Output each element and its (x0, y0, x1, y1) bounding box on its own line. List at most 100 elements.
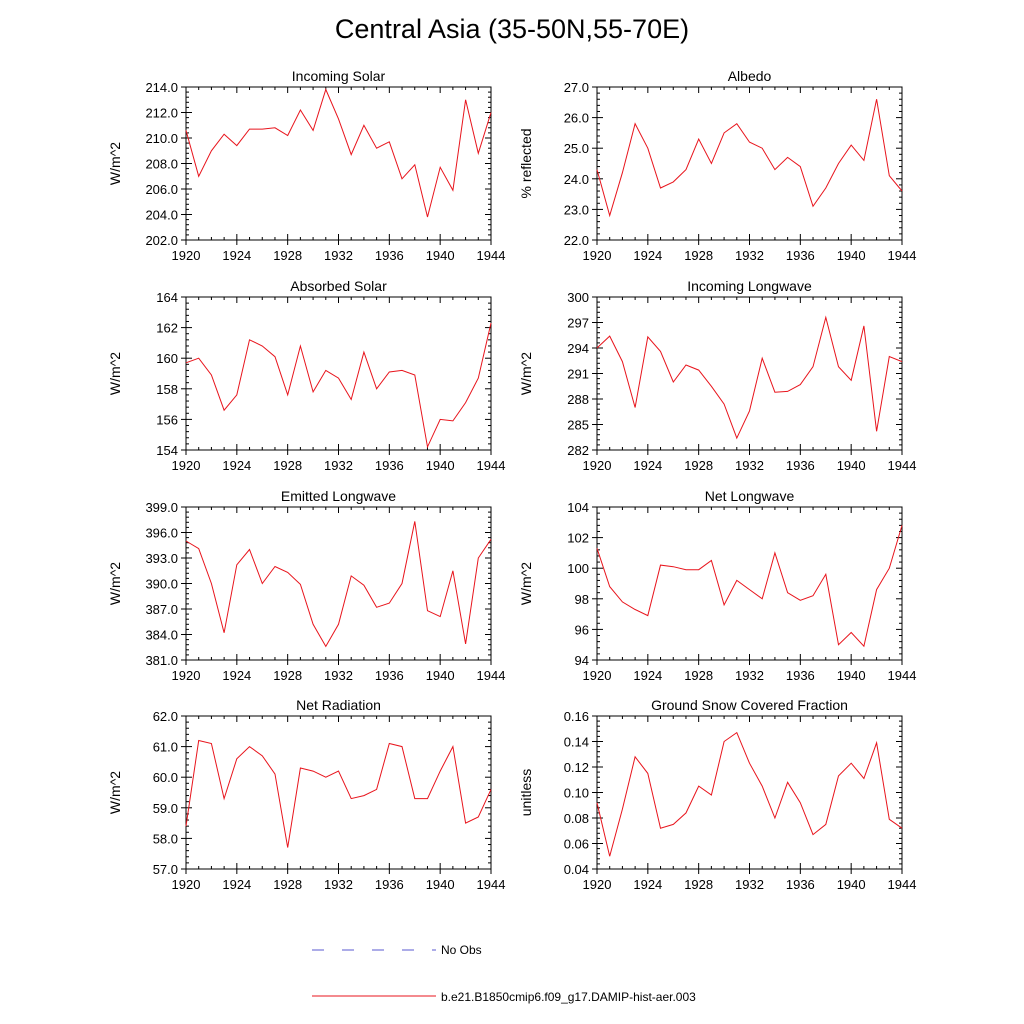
legend-obs-label: No Obs (441, 943, 482, 957)
panel-4-ytick-label: 291 (567, 367, 589, 382)
panel-7-series-line (185, 739, 492, 848)
panel-4-ytick-label: 288 (567, 392, 589, 407)
panel-5-xtick-label: 1940 (426, 668, 455, 683)
panel-4-xtick-label: 1924 (633, 458, 662, 473)
panel-1-xtick-label: 1932 (324, 248, 353, 263)
panel-7-xtick-label: 1932 (324, 877, 353, 892)
panel-4-ytick-label: 282 (567, 443, 589, 458)
panel-7-xtick-label: 1924 (222, 877, 251, 892)
panel-5-xtick-label: 1932 (324, 668, 353, 683)
panel-1-xtick-label: 1924 (222, 248, 251, 263)
panel-3-xtick-label: 1944 (477, 458, 506, 473)
panel-5-ytick-label: 393.0 (145, 551, 178, 566)
panel-4-xtick-label: 1944 (888, 458, 917, 473)
panel-8-xtick-label: 1936 (786, 877, 815, 892)
panel-3-ytick-label: 158 (156, 382, 178, 397)
panel-2-xtick-label: 1944 (888, 248, 917, 263)
panel-2-xtick-label: 1936 (786, 248, 815, 263)
panel-1-ytick-label: 202.0 (145, 233, 178, 248)
panel-6-xtick-label: 1936 (786, 668, 815, 683)
panel-4-ylabel: W/m^2 (518, 352, 534, 395)
panel-6-xtick-label: 1932 (735, 668, 764, 683)
panel-1-frame (185, 86, 492, 241)
panel-7-xtick-label: 1940 (426, 877, 455, 892)
panel-1-xtick-label: 1936 (375, 248, 404, 263)
panel-8-xtick-label: 1940 (837, 877, 866, 892)
panel-6-ytick-label: 94 (575, 653, 589, 668)
panel-6-title: Net Longwave (705, 488, 795, 504)
panel-5-xtick-label: 1924 (222, 668, 251, 683)
legend-model-label: b.e21.B1850cmip6.f09_g17.DAMIP-hist-aer.… (441, 990, 696, 1004)
panel-2-ytick-label: 22.0 (564, 233, 589, 248)
panel-2-series-line (596, 99, 903, 218)
panel-6-ytick-label: 96 (575, 622, 589, 637)
panel-4-xtick-label: 1928 (684, 458, 713, 473)
panel-3-xtick-label: 1924 (222, 458, 251, 473)
panel-7-frame (185, 715, 492, 870)
panel-1-ytick-label: 210.0 (145, 131, 178, 146)
panel-3-xtick-label: 1936 (375, 458, 404, 473)
panel-7-ylabel: W/m^2 (107, 771, 123, 814)
panel-4-ytick-label: 294 (567, 341, 589, 356)
panel-2-title: Albedo (728, 68, 772, 84)
panel-2-ytick-label: 25.0 (564, 141, 589, 156)
panel-1-ylabel: W/m^2 (107, 142, 123, 185)
panel-7-ytick-label: 62.0 (153, 709, 178, 724)
panel-5-ytick-label: 381.0 (145, 653, 178, 668)
panel-4-ytick-label: 285 (567, 418, 589, 433)
panel-5-ylabel: W/m^2 (107, 562, 123, 605)
panel-1-ytick-label: 204.0 (145, 208, 178, 223)
panel-7-title: Net Radiation (296, 697, 381, 713)
panel-5-ytick-label: 390.0 (145, 577, 178, 592)
panel-5-xtick-label: 1944 (477, 668, 506, 683)
panel-3-ytick-label: 162 (156, 321, 178, 336)
panel-1-xtick-label: 1944 (477, 248, 506, 263)
panel-6-ytick-label: 104 (567, 500, 589, 515)
panel-6-ytick-label: 100 (567, 561, 589, 576)
panel-5-title: Emitted Longwave (281, 488, 396, 504)
panel-6-ylabel: W/m^2 (518, 562, 534, 605)
panel-6-ytick-label: 102 (567, 531, 589, 546)
panel-8-frame (596, 715, 903, 870)
panel-1-ytick-label: 206.0 (145, 182, 178, 197)
panel-2-ytick-label: 26.0 (564, 111, 589, 126)
panel-7-ytick-label: 57.0 (153, 862, 178, 877)
panel-8-series-line (596, 731, 903, 857)
panel-2-ytick-label: 23.0 (564, 202, 589, 217)
panel-5-ytick-label: 384.0 (145, 628, 178, 643)
panel-8-ytick-label: 0.06 (564, 837, 589, 852)
panel-4-ytick-label: 300 (567, 290, 589, 305)
panel-1-title: Incoming Solar (292, 68, 386, 84)
panel-7-ytick-label: 59.0 (153, 801, 178, 816)
panel-2-frame (596, 86, 903, 241)
panel-5-xtick-label: 1936 (375, 668, 404, 683)
panel-3-xtick-label: 1920 (172, 458, 201, 473)
panel-4-title: Incoming Longwave (687, 278, 812, 294)
panel-7-xtick-label: 1944 (477, 877, 506, 892)
panel-3-xtick-label: 1928 (273, 458, 302, 473)
panel-7-ytick-label: 60.0 (153, 770, 178, 785)
panel-8-ytick-label: 0.12 (564, 760, 589, 775)
panel-3-xtick-label: 1932 (324, 458, 353, 473)
panel-2-xtick-label: 1932 (735, 248, 764, 263)
panel-3-ytick-label: 164 (156, 290, 178, 305)
panel-1-series-line (185, 88, 492, 218)
panel-7-xtick-label: 1936 (375, 877, 404, 892)
panel-1-xtick-label: 1940 (426, 248, 455, 263)
panel-6-xtick-label: 1920 (583, 668, 612, 683)
panel-8-ytick-label: 0.04 (564, 862, 589, 877)
panel-6-xtick-label: 1928 (684, 668, 713, 683)
panel-6-xtick-label: 1924 (633, 668, 662, 683)
panel-6-xtick-label: 1944 (888, 668, 917, 683)
panel-1-ytick-label: 214.0 (145, 80, 178, 95)
panel-3-ytick-label: 154 (156, 443, 178, 458)
panel-1-ytick-label: 208.0 (145, 157, 178, 172)
panel-2-xtick-label: 1920 (583, 248, 612, 263)
panel-8-ytick-label: 0.14 (564, 735, 589, 750)
panel-2-ytick-label: 24.0 (564, 172, 589, 187)
panel-4-xtick-label: 1940 (837, 458, 866, 473)
panel-8-ylabel: unitless (518, 769, 534, 816)
panel-7-ytick-label: 61.0 (153, 740, 178, 755)
panel-4-xtick-label: 1936 (786, 458, 815, 473)
panel-5-ytick-label: 396.0 (145, 526, 178, 541)
